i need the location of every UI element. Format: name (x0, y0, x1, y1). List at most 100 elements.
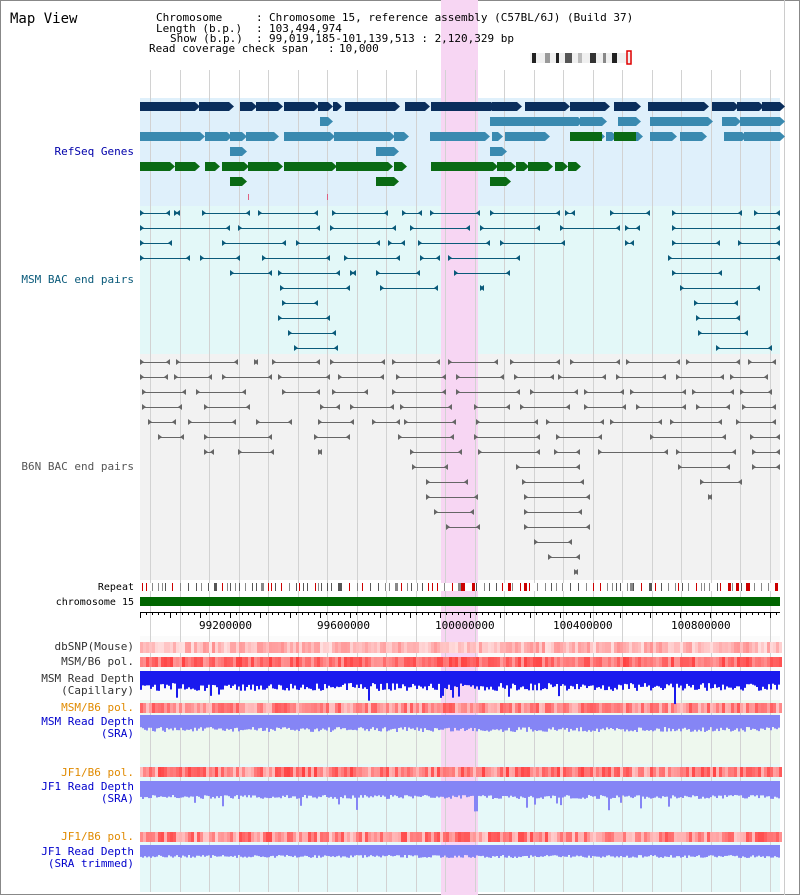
msm-capillary-depth-bar (380, 671, 382, 684)
msm-bac-label[interactable]: MSM BAC end pairs (21, 273, 134, 286)
jf1-trimmed-depth-bar (678, 845, 680, 857)
jf1-pol-heat-cell (533, 767, 536, 777)
jf1-sra-depth-bar (368, 781, 370, 798)
chromosome-ideogram[interactable] (530, 53, 634, 63)
msm-capillary-depth-bar (538, 671, 540, 684)
b6n-bac-end-marker (516, 464, 520, 470)
jf1-sra-depth-bar (350, 781, 352, 799)
b6n-bac-end-marker (188, 419, 192, 425)
msm-sra-depth-bar (630, 715, 632, 731)
repeat-mark (437, 583, 438, 591)
jf1-pol-heat-cell (632, 767, 635, 777)
msm-capillary-depth-bar (698, 671, 700, 690)
dbsnp-heat-cell (746, 642, 749, 653)
jf1-sra-depth-bar (654, 781, 656, 798)
jf1-sra-depth-bar (620, 781, 622, 803)
b6n-bac-end-marker (730, 374, 734, 380)
msm-b6-pol-heat-cell (443, 657, 446, 667)
msm-bac-end-marker (336, 270, 340, 276)
msm-sra-pol-heat-cell (383, 703, 386, 713)
msm-sra-depth-bar (374, 715, 376, 731)
jf1-pol-heat-cell (335, 767, 338, 777)
jf1-pol-heat-cell (716, 767, 719, 777)
jf1-pol-heat-cell (269, 767, 272, 777)
msm-sra-depth-bar (192, 715, 194, 732)
msm-sra-depth-bar (738, 715, 740, 732)
jf1-pol-heat-cell (542, 767, 545, 777)
jf1-trimmed-depth-bar (250, 845, 252, 858)
msm-sra-pol-heat-cell (158, 703, 161, 713)
dbsnp-heat-cell (497, 642, 500, 653)
jf1-pol-heat-cell (554, 767, 557, 777)
b6n-bac-label[interactable]: B6N BAC end pairs (21, 460, 134, 473)
msm-sra-pol-heat-cell (176, 703, 179, 713)
refseq-gene-block (256, 102, 278, 111)
msm-sra-depth-bar (742, 715, 744, 731)
jf1-pol-heat-cell (626, 832, 629, 842)
dbsnp-heat-cell (446, 642, 449, 653)
msm-b6-pol-heat-cell (716, 657, 719, 667)
jf1-sra-depth-bar (518, 781, 520, 799)
msm-sra-pol-heat-cell (734, 703, 737, 713)
msm-bac-end-marker (326, 315, 330, 321)
msm-bac-end-marker (672, 225, 676, 231)
refseq-gene-block (394, 132, 404, 141)
jf1-pol-heat-cell (695, 832, 698, 842)
jf1-pol-heat-cell (683, 832, 686, 842)
refseq-genes-label[interactable]: RefSeq Genes (54, 145, 134, 158)
msm-bac-end-marker (672, 210, 676, 216)
msm-sra-pol-heat-cell (704, 703, 707, 713)
jf1-pol-heat-cell (245, 832, 248, 842)
dbsnp-heat-cell (182, 642, 185, 653)
dbsnp-heat-cell (683, 642, 686, 653)
msm-bac-end-marker (418, 240, 422, 246)
msm-sra-pol-heat-cell (686, 703, 689, 713)
jf1-sra-depth-bar (756, 781, 758, 796)
refseq-gene-arrow (493, 162, 498, 171)
jf1-sra-depth-bar (376, 781, 378, 797)
msm-bac-end-marker (434, 285, 438, 291)
jf1-sra-depth-bar (748, 781, 750, 797)
jf1-sra-depth-bar (184, 781, 186, 797)
repeat-mark (422, 583, 423, 591)
msm-sra-pol-heat-cell (476, 703, 479, 713)
jf1-trimmed-depth-bar (372, 845, 374, 857)
jf1-pol-heat-cell (656, 767, 659, 777)
jf1-trimmed-depth-bar (706, 845, 708, 857)
msm-b6-pol-heat-cell (344, 657, 347, 667)
jf1-trimmed-depth-bar (592, 845, 594, 856)
jf1-pol-heat-cell (572, 767, 575, 777)
refseq-gene-block (284, 132, 330, 141)
jf1-trimmed-depth-bar (604, 845, 606, 858)
jf1-trimmed-depth-bar (272, 845, 274, 856)
dbsnp-heat-cell (383, 642, 386, 653)
msm-bac-end-marker (506, 270, 510, 276)
jf1-pol-heat-cell (659, 832, 662, 842)
jf1-sra-depth-bar (670, 781, 672, 799)
msm-sra-depth-bar (716, 715, 718, 729)
msm-b6-pol-heat-cell (500, 657, 503, 667)
jf1-trimmed-depth-bar (464, 845, 466, 856)
msm-b6-pol-heat-cell (611, 657, 614, 667)
msm-sra-pol-heat-cell (692, 703, 695, 713)
msm-sra-depth-bar (514, 715, 516, 732)
msm-b6-pol-heat-cell (725, 657, 728, 667)
msm-capillary-depth-bar (520, 671, 522, 688)
jf1-sra-depth-bar (456, 781, 458, 798)
dbsnp-heat-cell (737, 642, 740, 653)
jf1-trimmed-depth-bar (584, 845, 586, 858)
jf1-sra-depth-bar (494, 781, 496, 799)
repeat-mark (682, 583, 683, 591)
jf1-trimmed-depth-bar (510, 845, 512, 858)
dbsnp-heat-cell (350, 642, 353, 653)
jf1-pol-heat-cell (572, 832, 575, 842)
axis-tick-label: 99600000 (317, 619, 370, 632)
msm-sra-depth-bar (704, 715, 706, 732)
repeat-mark (562, 583, 563, 591)
msm-sra-pol-heat-cell (218, 703, 221, 713)
msm-sra-depth-bar (320, 715, 322, 730)
jf1-sra-depth-bar (578, 781, 580, 799)
b6n-bac-end-marker (764, 374, 768, 380)
colon-2: : (256, 22, 263, 35)
